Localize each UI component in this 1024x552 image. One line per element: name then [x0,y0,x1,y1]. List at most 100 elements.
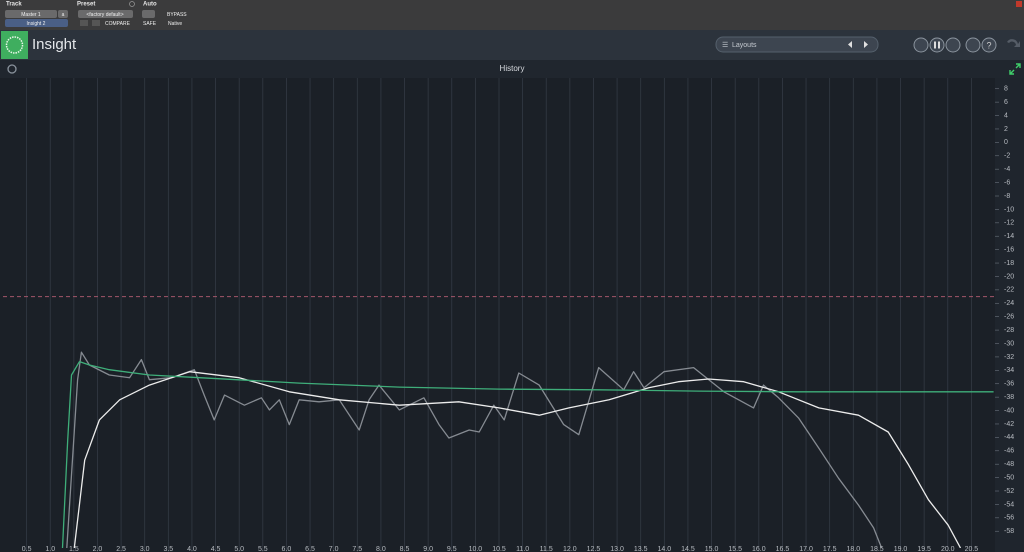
x-tick-label: 1.0 [45,546,55,552]
x-tick-label: 7.0 [329,546,339,552]
y-tick-label: -24 [1004,300,1014,307]
auto-button[interactable] [142,10,155,18]
bypass-button[interactable]: BYPASS [167,12,187,18]
insert-selector[interactable] [5,19,68,27]
y-tick-label: -28 [1004,327,1014,334]
x-tick-label: 5.0 [234,546,244,552]
x-tick-label: 9.0 [423,546,433,552]
reset-button[interactable] [945,37,961,53]
x-tick-label: 5.5 [258,546,268,552]
y-tick-label: -4 [1004,166,1010,173]
pause-button[interactable] [929,37,945,53]
x-tick-label: 6.5 [305,546,315,552]
x-tick-label: 8.5 [400,546,410,552]
history-line [73,371,962,548]
y-tick-label: -32 [1004,354,1014,361]
y-axis-panel [995,78,1024,552]
y-tick-label: -8 [1004,193,1010,200]
track-label: Track [6,2,22,8]
x-tick-label: 2.0 [93,546,103,552]
help-button[interactable] [981,37,997,53]
native-button[interactable]: Native [168,21,182,27]
compare-button[interactable]: COMPARE [105,21,131,27]
preset-selector[interactable] [78,10,133,18]
y-tick-label: -14 [1004,233,1014,240]
x-tick-label: 2.5 [116,546,126,552]
x-tick-label: 18.5 [870,546,884,552]
layouts-box[interactable] [715,36,879,53]
track-button[interactable] [58,10,68,18]
x-tick-label: 12.5 [587,546,601,552]
y-tick-label: -46 [1004,448,1014,455]
x-tick-label: 16.0 [752,546,766,552]
pause-bar [934,41,936,49]
x-tick-label: 13.5 [634,546,648,552]
y-tick-label: -10 [1004,206,1014,213]
y-tick-label: -40 [1004,407,1014,414]
y-tick-label: -56 [1004,515,1014,522]
x-tick-label: 19.5 [917,546,931,552]
track-selector[interactable] [5,10,57,18]
x-tick-label: 3.0 [140,546,150,552]
track-name: Master 1 [21,12,41,18]
y-tick-label: 8 [1004,86,1008,93]
x-tick-label: 19.0 [894,546,908,552]
x-tick-label: 18.0 [846,546,860,552]
expand-icon[interactable] [1009,63,1021,75]
y-tick-label: -12 [1004,220,1014,227]
y-tick-label: -16 [1004,246,1014,253]
y-tick-label: 0 [1004,139,1008,146]
x-tick-label: 14.0 [658,546,672,552]
panel-settings[interactable] [7,64,17,74]
x-tick-label: 7.5 [352,546,362,552]
layouts-label: Layouts [732,42,757,49]
preset-name: <factory default> [86,12,123,18]
x-tick-label: 9.5 [447,546,457,552]
y-tick-label: -42 [1004,421,1014,428]
history-line [61,360,994,548]
y-tick-label: -34 [1004,367,1014,374]
record-button[interactable] [913,37,929,53]
preset-label: Preset [77,2,95,8]
y-tick-label: -36 [1004,381,1014,388]
layout-arrows[interactable] [848,41,868,48]
x-tick-label: 0.5 [22,546,32,552]
track-button-label: a [62,12,65,18]
y-tick-label: 4 [1004,112,1008,119]
x-tick-label: 16.5 [776,546,790,552]
x-tick-label: 4.0 [187,546,197,552]
settings-button[interactable] [965,37,981,53]
copy-preset[interactable] [92,20,100,26]
x-tick-label: 20.5 [965,546,979,552]
x-tick-label: 17.5 [823,546,837,552]
preset-icon[interactable] [129,1,135,7]
y-tick-label: -20 [1004,273,1014,280]
auto-label: Auto [143,2,157,8]
x-tick-label: 15.5 [728,546,742,552]
y-tick-label: -22 [1004,287,1014,294]
x-tick-label: 11.0 [516,546,529,552]
x-tick-label: 20.0 [941,546,955,552]
safe-button[interactable]: SAFE [143,21,157,27]
y-tick-label: 6 [1004,99,1008,106]
plugin-name: Insight [32,36,77,53]
insert-name: Insight 2 [27,21,46,27]
x-tick-label: 6.0 [282,546,292,552]
host-toolbar [0,0,1024,30]
y-tick-label: -18 [1004,260,1014,267]
y-tick-label: -30 [1004,340,1014,347]
close-indicator[interactable] [1016,1,1022,7]
y-tick-label: -58 [1004,528,1014,535]
x-tick-label: 17.0 [799,546,813,552]
y-tick-label: -2 [1004,153,1010,160]
x-tick-label: 10.5 [492,546,506,552]
undo-icon[interactable] [1007,39,1020,47]
logo-ring [5,36,24,54]
x-tick-label: 11.5 [540,546,553,552]
prev-preset[interactable] [80,20,88,26]
panel-header [0,60,1024,78]
x-tick-label: 8.0 [376,546,386,552]
x-tick-label: 3.5 [163,546,173,552]
